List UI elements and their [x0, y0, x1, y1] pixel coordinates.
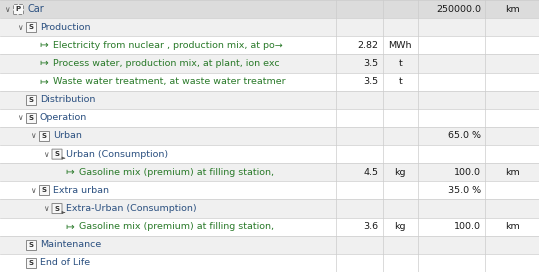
Text: kg: kg [395, 222, 406, 231]
Bar [0, 254, 539, 272]
Text: Production: Production [40, 23, 91, 32]
Bar [0, 236, 539, 254]
Bar [0, 109, 539, 127]
Text: ↦: ↦ [66, 222, 74, 232]
FancyBboxPatch shape [52, 149, 62, 159]
Text: Urban (Consumption): Urban (Consumption) [66, 150, 168, 159]
Bar [0, 18, 539, 36]
Text: 100.0: 100.0 [454, 222, 481, 231]
Text: Distribution: Distribution [40, 95, 95, 104]
Text: ∨: ∨ [30, 131, 36, 141]
Text: 4.5: 4.5 [364, 168, 379, 177]
Text: S: S [29, 260, 33, 266]
Text: End of Life: End of Life [40, 258, 90, 267]
Text: km: km [505, 222, 520, 231]
FancyBboxPatch shape [26, 95, 36, 105]
Text: S: S [29, 97, 33, 103]
Text: Maintenance: Maintenance [40, 240, 101, 249]
Text: 250000.0: 250000.0 [436, 5, 481, 14]
Bar [0, 91, 539, 109]
FancyBboxPatch shape [26, 240, 36, 250]
FancyBboxPatch shape [26, 258, 36, 268]
Text: 3.5: 3.5 [364, 77, 379, 86]
Text: ↦: ↦ [40, 58, 49, 69]
Text: ∨: ∨ [43, 204, 49, 213]
Text: Gasoline mix (premium) at filling station,: Gasoline mix (premium) at filling statio… [79, 168, 274, 177]
Text: Gasoline mix (premium) at filling station,: Gasoline mix (premium) at filling statio… [79, 222, 274, 231]
Bar [0, 199, 539, 218]
Text: Electricity from nuclear , production mix, at po→: Electricity from nuclear , production mi… [53, 41, 283, 50]
FancyBboxPatch shape [26, 22, 36, 32]
Text: ∨: ∨ [30, 186, 36, 195]
Text: 65.0 %: 65.0 % [448, 131, 481, 141]
FancyBboxPatch shape [39, 131, 49, 141]
Bar [0, 181, 539, 199]
Bar [0, 145, 539, 163]
Text: 100.0: 100.0 [454, 168, 481, 177]
Text: t: t [398, 77, 402, 86]
Text: 3.5: 3.5 [364, 59, 379, 68]
Text: ∨: ∨ [17, 113, 23, 122]
Text: Urban: Urban [53, 131, 82, 141]
FancyBboxPatch shape [13, 4, 23, 14]
Text: S: S [29, 24, 33, 30]
Text: km: km [505, 168, 520, 177]
Text: P: P [16, 6, 20, 12]
Text: km: km [505, 5, 520, 14]
Text: Extra-Urban (Consumption): Extra-Urban (Consumption) [66, 204, 197, 213]
Text: S: S [29, 115, 33, 121]
Text: ∨: ∨ [17, 23, 23, 32]
Text: S: S [54, 206, 59, 212]
Text: MWh: MWh [389, 41, 412, 50]
Text: 35.0 %: 35.0 % [448, 186, 481, 195]
Bar [0, 54, 539, 73]
Text: ↦: ↦ [66, 167, 74, 177]
Text: Car: Car [27, 4, 44, 14]
Text: Waste water treatment, at waste water treatmer: Waste water treatment, at waste water tr… [53, 77, 286, 86]
Text: ↦: ↦ [40, 77, 49, 86]
Bar [0, 163, 539, 181]
Bar [0, 73, 539, 91]
Text: t: t [398, 59, 402, 68]
Bar [0, 127, 539, 145]
Text: Operation: Operation [40, 113, 87, 122]
Text: S: S [42, 187, 46, 193]
Text: ∨: ∨ [4, 5, 10, 14]
Bar [0, 36, 539, 54]
Bar [0, 218, 539, 236]
Text: ∨: ∨ [43, 150, 49, 159]
Bar [0, 0, 539, 18]
FancyBboxPatch shape [52, 203, 62, 214]
FancyBboxPatch shape [26, 113, 36, 123]
Text: 2.82: 2.82 [358, 41, 379, 50]
Text: S: S [29, 242, 33, 248]
Text: Extra urban: Extra urban [53, 186, 109, 195]
Text: Process water, production mix, at plant, ion exc: Process water, production mix, at plant,… [53, 59, 280, 68]
Text: S: S [42, 133, 46, 139]
Text: S: S [54, 151, 59, 157]
Text: kg: kg [395, 168, 406, 177]
FancyBboxPatch shape [39, 186, 49, 195]
Text: ↦: ↦ [40, 40, 49, 50]
Text: 3.6: 3.6 [364, 222, 379, 231]
